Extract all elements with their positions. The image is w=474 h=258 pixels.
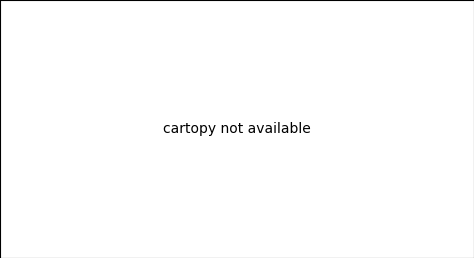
- Text: cartopy not available: cartopy not available: [163, 122, 311, 136]
